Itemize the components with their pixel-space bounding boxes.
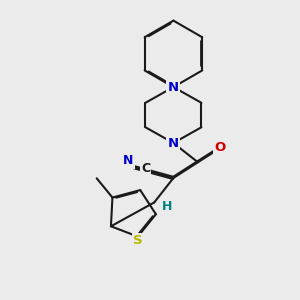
Text: S: S [133,234,142,247]
Text: H: H [162,200,173,213]
Text: N: N [168,81,179,94]
Text: C: C [141,162,150,175]
Text: N: N [168,136,179,149]
Text: N: N [123,154,133,167]
Text: O: O [214,141,226,154]
